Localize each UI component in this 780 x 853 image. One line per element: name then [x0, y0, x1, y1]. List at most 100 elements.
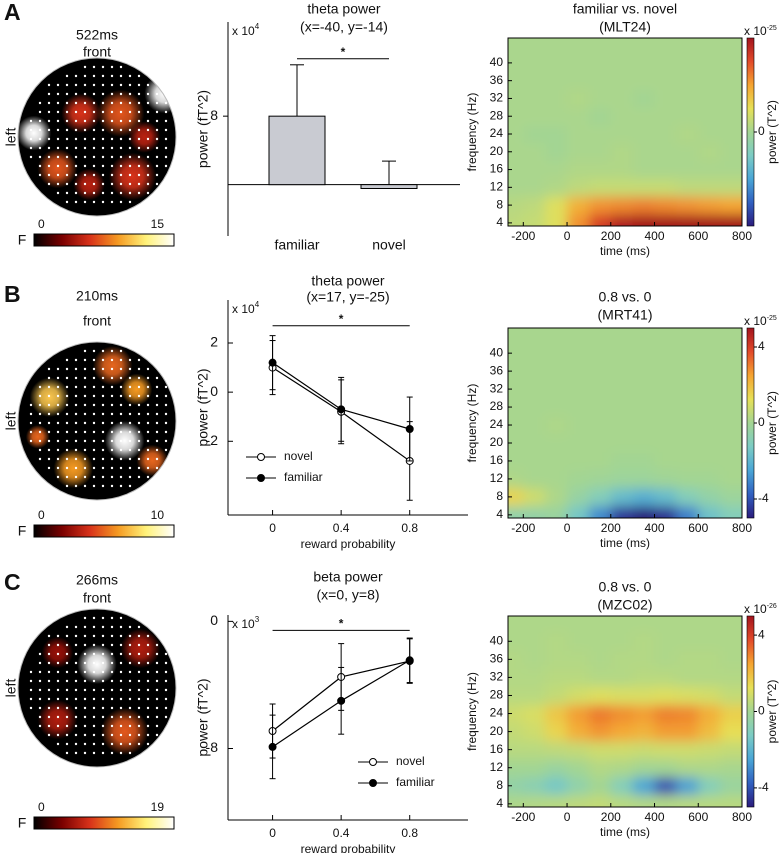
cell	[610, 650, 634, 669]
cell	[567, 71, 590, 91]
x-tick-label: 200	[601, 810, 621, 824]
cell	[588, 160, 612, 179]
cell	[588, 668, 612, 687]
sensor	[92, 679, 96, 683]
cell	[632, 740, 656, 760]
cell	[545, 416, 568, 435]
cell	[523, 740, 546, 760]
sensor	[137, 439, 141, 443]
sensor	[83, 92, 87, 96]
cell	[720, 704, 742, 724]
cell	[567, 632, 590, 651]
sensor	[119, 182, 123, 186]
cell	[698, 776, 721, 796]
sensor	[137, 448, 141, 452]
x-tick-label: -200	[511, 810, 535, 824]
sensor	[128, 74, 132, 78]
sensor	[47, 83, 51, 87]
sensor	[101, 164, 105, 168]
cell	[567, 380, 590, 399]
sensor	[74, 394, 78, 398]
sensor	[74, 688, 78, 692]
colorbar-tick-label: 0	[38, 800, 45, 814]
sensor	[155, 679, 159, 683]
sensor	[92, 403, 96, 407]
sensor	[38, 155, 42, 159]
cell	[588, 89, 612, 108]
cell	[588, 451, 612, 471]
sensor	[74, 484, 78, 488]
sensor	[29, 146, 33, 150]
cell	[698, 398, 721, 417]
cell	[654, 125, 677, 144]
sensor	[92, 173, 96, 177]
sensor	[146, 643, 150, 647]
sensor	[83, 742, 87, 746]
cell	[720, 38, 742, 55]
sensor	[92, 742, 96, 746]
cell	[676, 416, 699, 435]
sensor	[38, 430, 42, 434]
cell	[698, 160, 721, 179]
sensor	[146, 110, 150, 114]
sensor	[83, 367, 87, 371]
cell	[523, 505, 546, 518]
cell	[508, 616, 524, 633]
sensor	[92, 643, 96, 647]
cell	[676, 704, 699, 724]
sensor	[119, 742, 123, 746]
sensor	[92, 101, 96, 105]
cell	[610, 776, 634, 796]
sensor	[155, 128, 159, 132]
sensor	[92, 724, 96, 728]
sensor	[65, 403, 69, 407]
cell	[632, 668, 656, 687]
colorbar-label: F	[18, 523, 27, 539]
sensor	[29, 155, 33, 159]
sensor	[101, 457, 105, 461]
cell	[545, 650, 568, 669]
cell	[654, 487, 677, 507]
y-tick-label: 8	[496, 489, 503, 503]
cell	[632, 178, 656, 197]
cell	[654, 71, 677, 91]
chart-title: beta power	[313, 569, 383, 585]
cell	[610, 740, 634, 760]
sensor	[110, 616, 114, 620]
sensor	[56, 724, 60, 728]
sensor	[146, 679, 150, 683]
sensor	[110, 697, 114, 701]
blob	[128, 121, 161, 153]
sensor	[92, 616, 96, 620]
cell	[588, 380, 612, 399]
head	[18, 609, 176, 767]
sensor	[74, 155, 78, 159]
sensor	[74, 715, 78, 719]
legend-marker	[369, 758, 377, 766]
cell	[508, 686, 524, 706]
cell	[720, 362, 742, 381]
sensor	[65, 74, 69, 78]
cell	[588, 776, 612, 796]
cell	[545, 38, 568, 55]
sensor	[146, 448, 150, 452]
sensor	[110, 706, 114, 710]
sensor	[92, 430, 96, 434]
sensor	[110, 724, 114, 728]
cell	[545, 54, 568, 73]
sensor	[164, 430, 168, 434]
cell	[720, 398, 742, 417]
sensor	[92, 697, 96, 701]
sensor	[146, 182, 150, 186]
sensor	[56, 421, 60, 425]
blob	[108, 152, 157, 201]
cell	[588, 328, 612, 345]
cell	[676, 794, 699, 807]
sensor	[47, 403, 51, 407]
sensor	[101, 200, 105, 204]
sensor	[47, 173, 51, 177]
sensor	[110, 751, 114, 755]
sensor	[137, 742, 141, 746]
sensor	[128, 173, 132, 177]
sensor	[119, 137, 123, 141]
